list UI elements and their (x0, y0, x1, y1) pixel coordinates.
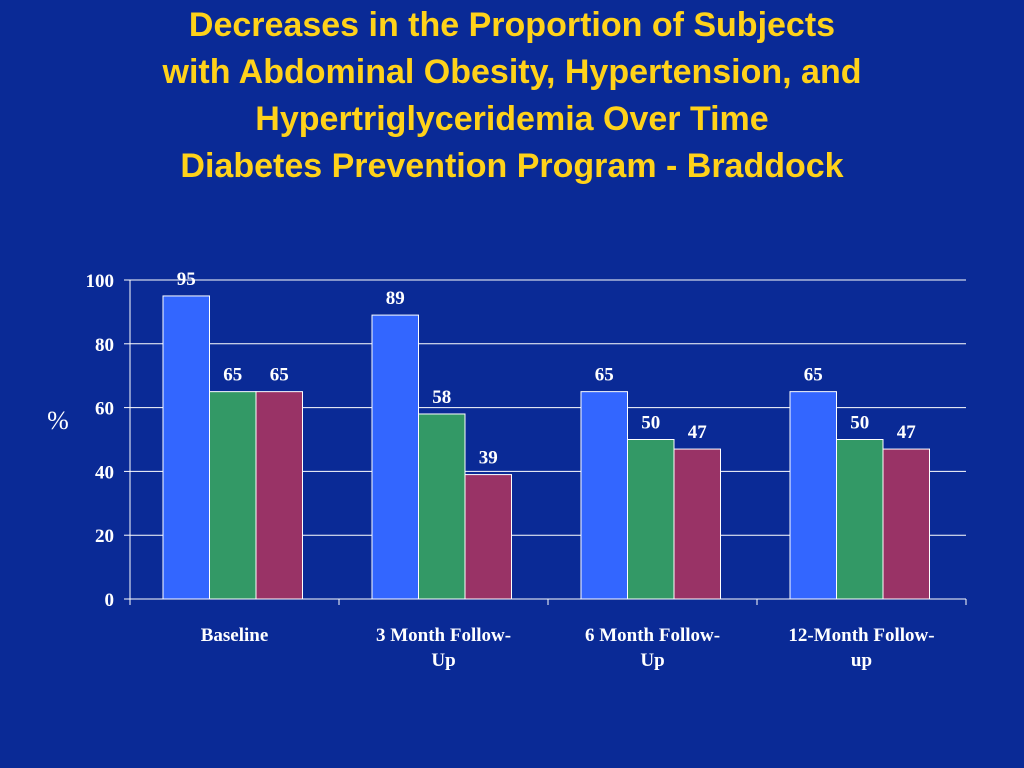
x-tick-label: 6 Month Follow- Up (585, 625, 720, 671)
title-line-1: Decreases in the Proportion of Subjects (188, 6, 836, 44)
bar (673, 448, 721, 600)
data-label: 65 (270, 365, 289, 386)
data-label: 65 (804, 365, 823, 386)
x-tick-label-line: Baseline (201, 625, 269, 646)
data-label: 65 (223, 365, 242, 386)
labels: 0 20 40 60 80 100% 95 65 65 Baseline 89 58 39 3 Month… (47, 269, 934, 671)
x-tick-label-line: 3 Month Follow- (376, 625, 511, 646)
bar (836, 439, 884, 600)
bars (162, 295, 930, 600)
data-label: 39 (479, 448, 498, 469)
x-tick-label-line: 12-Month Follow- (788, 625, 934, 646)
bar (418, 413, 466, 600)
y-axis-label: % (47, 406, 69, 435)
bar (882, 448, 930, 600)
data-label: 50 (850, 413, 869, 434)
bar (580, 391, 628, 600)
x-tick-label: 12-Month Follow-up (788, 625, 934, 671)
x-tick-label-line: Up (431, 650, 455, 671)
bar (464, 474, 512, 600)
y-tick-label: 100 (86, 271, 115, 292)
bar (209, 391, 257, 600)
bar (255, 391, 303, 600)
bar (371, 314, 419, 600)
data-label: 50 (641, 413, 660, 434)
chart-title: Decreases in the Proportion of Subjects … (0, 2, 1024, 190)
x-tick-label: Baseline (201, 625, 269, 646)
x-tick-label-line: 6 Month Follow- (585, 625, 720, 646)
data-label: 47 (897, 422, 917, 443)
x-tick-label-line: up (851, 650, 872, 671)
data-label: 65 (595, 365, 614, 386)
y-tick-label: 60 (95, 399, 114, 420)
y-tick-label: 40 (95, 462, 114, 483)
bar (789, 391, 837, 600)
x-tick-label: 3 Month Follow- Up (376, 625, 511, 671)
data-label: 89 (386, 288, 405, 309)
bar (627, 439, 675, 600)
y-tick-label: 80 (95, 335, 114, 356)
y-tick-label: 0 (105, 590, 115, 611)
title-line-4: Diabetes Prevention Program - Braddock (180, 147, 844, 185)
axes (124, 279, 967, 605)
data-label: 95 (177, 269, 196, 290)
data-label: 58 (432, 387, 451, 408)
data-label: 47 (688, 422, 708, 443)
bar (162, 295, 210, 600)
y-tick-label: 20 (95, 526, 114, 547)
x-tick-label-line: Up (640, 650, 664, 671)
title-line-3: Hypertriglyceridemia Over Time (255, 100, 769, 138)
title-line-2: with Abdominal Obesity, Hypertension, an… (162, 53, 862, 91)
